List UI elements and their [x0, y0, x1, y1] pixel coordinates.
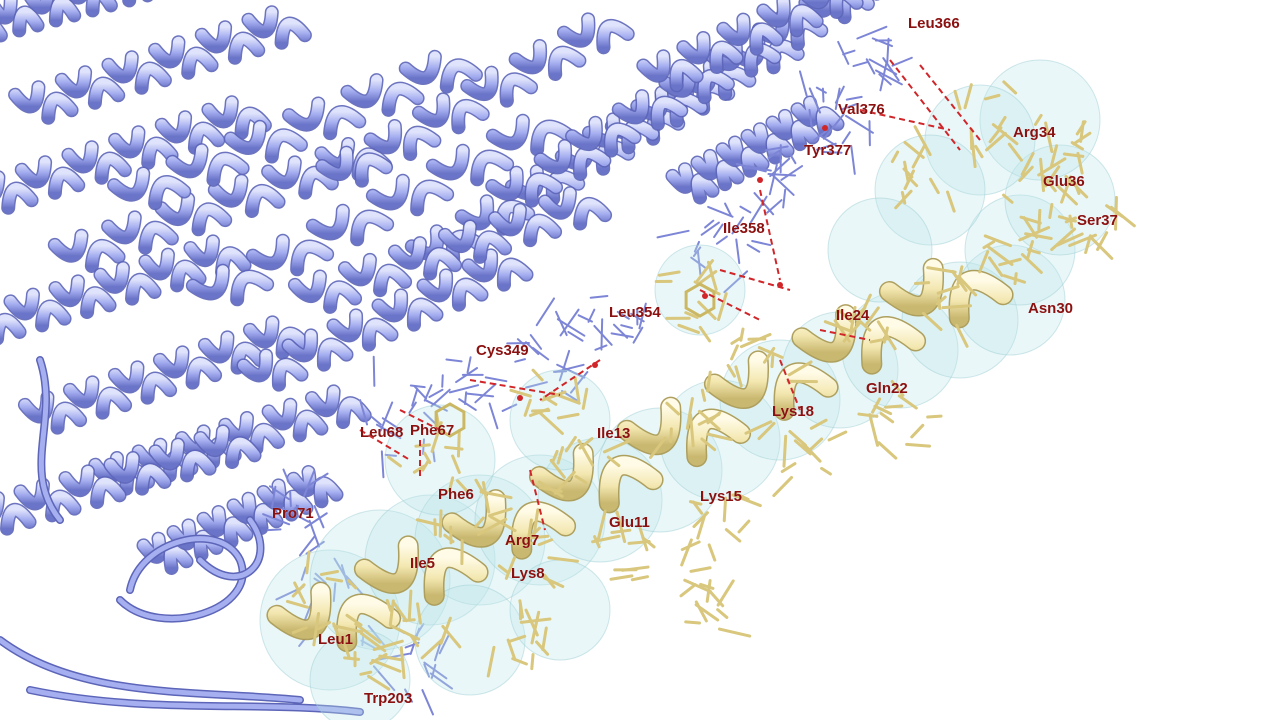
label-ser37: Ser37 [1077, 212, 1118, 229]
label-gln22: Gln22 [866, 380, 908, 397]
label-phe67: Phe67 [410, 422, 455, 439]
label-ile5: Ile5 [410, 555, 436, 572]
label-glu11: Glu11 [609, 514, 650, 531]
receptor-binding-residue-sticks [262, 25, 913, 716]
label-trp203: Trp203 [364, 690, 413, 707]
label-glu36: Glu36 [1043, 173, 1085, 190]
label-ile358: Ile358 [723, 220, 765, 237]
peptide-side-chain-sticks [285, 80, 1136, 691]
label-leu354: Leu354 [609, 304, 661, 321]
label-lys18: Lys18 [772, 403, 814, 420]
label-lys15: Lys15 [700, 488, 742, 505]
label-arg7: Arg7 [505, 532, 540, 549]
label-leu1: Leu1 [318, 631, 354, 648]
label-tyr377: Tyr377 [804, 142, 852, 159]
label-pro71: Pro71 [272, 505, 314, 522]
label-leu366: Leu366 [908, 15, 960, 32]
contact-lines [359, 59, 981, 531]
label-ile13: Ile13 [597, 425, 631, 442]
label-val376: Val376 [838, 101, 885, 118]
label-cys349: Cys349 [476, 342, 529, 359]
label-asn30: Asn30 [1028, 300, 1074, 317]
label-lys8: Lys8 [511, 565, 545, 582]
label-phe6: Phe6 [438, 486, 474, 503]
receptor-ribbon-helices [0, 0, 880, 716]
peptide-helix-ribbon [266, 257, 1014, 653]
label-leu68: Leu68 [360, 424, 404, 441]
label-ile24: Ile24 [836, 307, 870, 324]
label-arg34: Arg34 [1013, 124, 1056, 141]
